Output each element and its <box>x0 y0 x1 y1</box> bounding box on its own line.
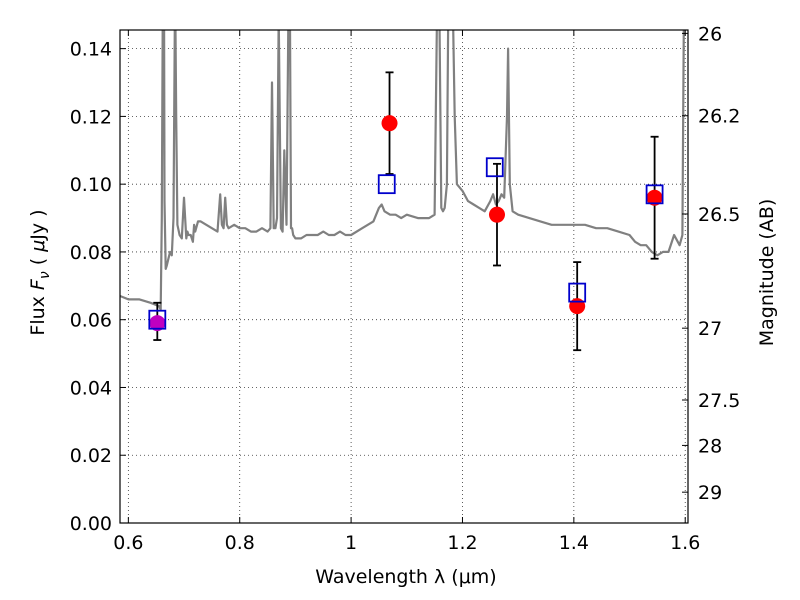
right-tick-label: 27 <box>698 318 722 340</box>
axis-ticks: 0.6 0.8 1 1.2 1.4 1.6 0.00 0.02 0.04 0.06 0.08 0.10… <box>70 23 741 554</box>
y-tick-label: 0.08 <box>70 242 112 264</box>
right-tick-label: 27.5 <box>698 390 740 412</box>
grid-lines <box>120 30 688 524</box>
observed-flux-point <box>646 189 663 206</box>
photometry-marker-layer <box>148 71 664 352</box>
right-tick-label: 26.2 <box>698 106 740 128</box>
spectrum-line-layer <box>120 30 685 311</box>
x-axis-label: Wavelength λ (μm) <box>315 566 496 588</box>
y-axis-label-part: ( <box>27 252 49 272</box>
x-tick-label: 1 <box>345 532 357 554</box>
y-tick-label: 0.12 <box>70 106 112 128</box>
observed-flux-point <box>149 315 166 332</box>
model-flux-point <box>645 184 664 205</box>
right-axis-label: Magnitude (AB) <box>756 199 778 347</box>
y-axis-label-part: Jy ) <box>27 209 49 240</box>
model-flux-point <box>377 174 396 195</box>
right-tick-label: 26.5 <box>698 204 740 226</box>
right-tick-label: 29 <box>698 482 722 504</box>
y-tick-label: 0.04 <box>70 377 112 399</box>
y-tick-label: 0.02 <box>70 445 112 467</box>
y-axis-label-part: ν <box>37 271 53 279</box>
right-tick-label: 28 <box>698 435 722 457</box>
x-tick-label: 1.6 <box>670 532 700 554</box>
x-tick-label: 0.8 <box>225 532 255 554</box>
y-axis-label-part: Flux <box>27 290 49 336</box>
y-tick-label: 0.10 <box>70 174 112 196</box>
y-axis-label-part: F <box>27 278 49 290</box>
observed-flux-point <box>569 298 586 315</box>
x-tick-label: 1.2 <box>447 532 477 554</box>
model-flux-point <box>568 282 587 303</box>
x-tick-label: 1.4 <box>559 532 589 554</box>
observed-flux-point <box>381 115 398 132</box>
observed-flux-point <box>488 206 505 223</box>
right-tick-label: 26 <box>698 23 722 45</box>
y-tick-label: 0.14 <box>70 39 112 61</box>
y-tick-label: 0.00 <box>70 513 112 535</box>
model-flux-point <box>485 157 504 178</box>
plot-frame <box>119 29 689 524</box>
spectrum-line <box>120 30 685 311</box>
y-axis-label-part: μ <box>27 240 49 253</box>
model-flux-point <box>148 309 167 330</box>
y-tick-label: 0.06 <box>70 310 112 332</box>
y-axis-label: Flux Fν ( μJy ) <box>27 209 53 335</box>
x-tick-label: 0.6 <box>113 532 143 554</box>
